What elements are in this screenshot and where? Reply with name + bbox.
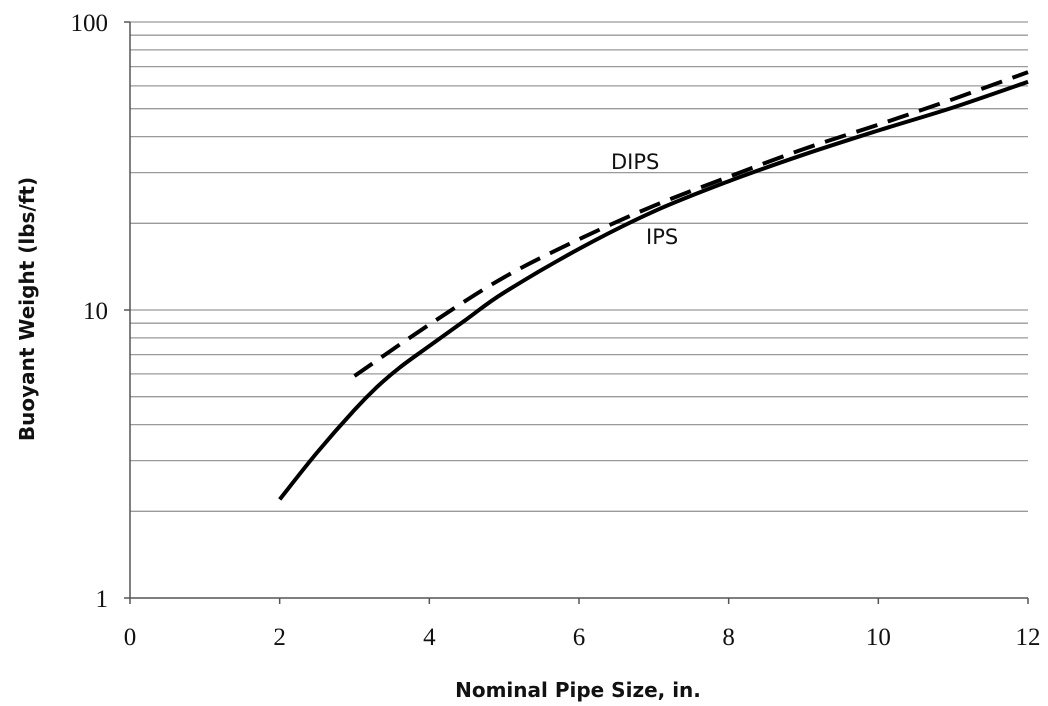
series-line-ips bbox=[278, 79, 1029, 501]
grid-lines bbox=[130, 21, 1028, 512]
y-tick-label: 10 bbox=[83, 298, 108, 325]
x-tick-label: 6 bbox=[573, 624, 586, 651]
axes bbox=[124, 21, 1029, 604]
series-label-ips: IPS bbox=[646, 225, 678, 249]
x-tick-label: 8 bbox=[722, 624, 735, 651]
y-tick-label: 100 bbox=[71, 10, 109, 37]
x-axis-title: Nominal Pipe Size, in. bbox=[455, 678, 701, 702]
series-line-dips bbox=[353, 70, 1029, 378]
y-axis-title: Buoyant Weight (lbs/ft) bbox=[15, 177, 39, 441]
x-tick-label: 2 bbox=[273, 624, 286, 651]
y-tick-label: 1 bbox=[96, 586, 109, 613]
x-tick-label: 10 bbox=[866, 624, 891, 651]
x-tick-label: 12 bbox=[1016, 624, 1041, 651]
x-tick-label: 4 bbox=[423, 624, 436, 651]
series-label-dips: DIPS bbox=[611, 150, 659, 174]
tick-labels: 0 2 4 6 8 10 12 1 10 100 bbox=[71, 10, 1041, 651]
series-lines bbox=[278, 70, 1029, 501]
x-tick-label: 0 bbox=[124, 624, 137, 651]
